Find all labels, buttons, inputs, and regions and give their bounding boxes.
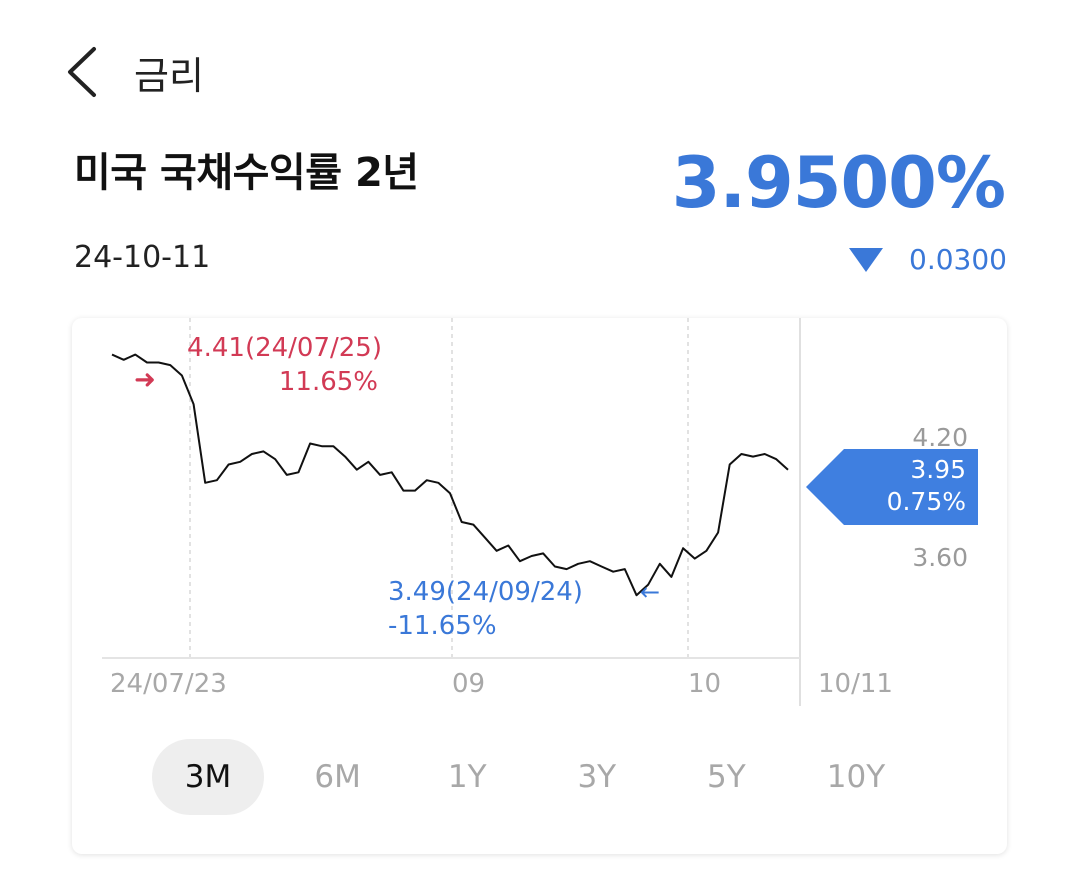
bond-date: 24-10-11	[74, 240, 211, 275]
low-value-label: 3.49(24/09/24)	[388, 577, 583, 607]
high-arrow-icon: ➜	[134, 365, 156, 395]
chart-card: 24/07/23 09 10 10/11 4.20 3.60 ➜ 4.41(24…	[72, 318, 1007, 854]
header: 금리	[64, 40, 204, 104]
y-tick-label: 3.60	[912, 543, 968, 572]
series-line	[111, 353, 789, 597]
change-value: 0.0300	[909, 243, 1007, 276]
back-button[interactable]	[64, 40, 112, 104]
chevron-left-icon	[68, 47, 96, 97]
page-title: 금리	[134, 53, 204, 98]
period-1y[interactable]: 1Y	[447, 759, 487, 795]
low-pct-label: -11.65%	[388, 611, 497, 641]
period-6m[interactable]: 6M	[314, 759, 361, 795]
x-tick-label: 09	[452, 669, 485, 699]
low-arrow-icon: ←	[640, 578, 660, 606]
bond-title: 미국 국채수익률 2년	[74, 150, 419, 196]
period-3m[interactable]: 3M	[152, 739, 264, 815]
y-tick-label: 4.20	[912, 423, 968, 452]
down-triangle-icon	[849, 247, 884, 272]
x-tick-label: 10/11	[818, 669, 893, 699]
period-5y[interactable]: 5Y	[707, 759, 746, 795]
high-pct-label: 11.65%	[279, 367, 378, 397]
current-value-label: 3.95	[910, 455, 966, 484]
x-tick-label: 24/07/23	[110, 669, 227, 699]
period-selector: 3M 6M 1Y 3Y 5Y 10Y	[152, 738, 912, 816]
change-indicator: 0.0300	[849, 243, 1007, 276]
yield-chart[interactable]: 24/07/23 09 10 10/11 4.20 3.60 ➜ 4.41(24…	[72, 318, 1007, 718]
period-10y[interactable]: 10Y	[826, 759, 886, 795]
current-yield: 3.9500%	[671, 142, 1006, 224]
x-tick-label: 10	[688, 669, 721, 699]
current-value-tag	[806, 449, 978, 525]
period-3y[interactable]: 3Y	[577, 759, 617, 795]
high-value-label: 4.41(24/07/25)	[187, 333, 382, 363]
current-pct-label: 0.75%	[887, 487, 966, 516]
